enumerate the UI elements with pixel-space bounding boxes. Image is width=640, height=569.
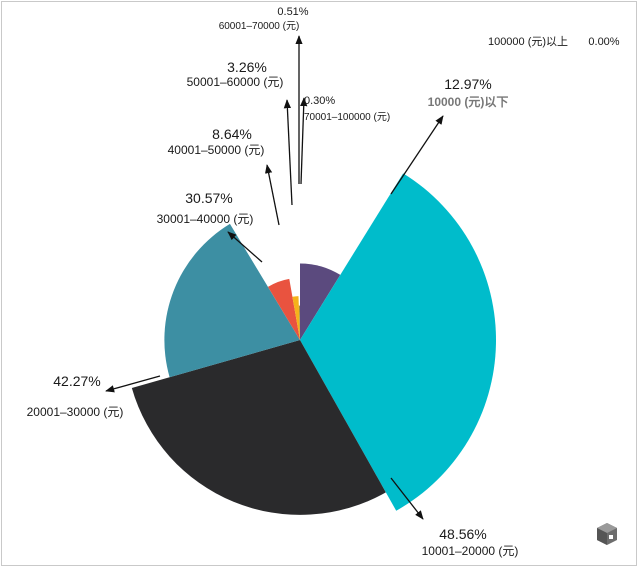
slice-percent-label: 0.51% bbox=[277, 6, 308, 18]
slice-percent-label: 30.57% bbox=[185, 190, 232, 206]
leader-arrow bbox=[390, 477, 424, 520]
leader-arrow bbox=[265, 164, 280, 226]
slice-percent-label: 48.56% bbox=[439, 526, 486, 542]
pie-slice bbox=[298, 305, 300, 340]
leader-arrow bbox=[105, 375, 161, 393]
slice-category-label: 50001–60000 (元) bbox=[187, 75, 284, 89]
slice-percent-label: 12.97% bbox=[444, 76, 491, 92]
slice-category-label: 10001–20000 (元) bbox=[422, 544, 519, 558]
slice-category-label: 20001–30000 (元) bbox=[27, 405, 124, 419]
slice-percent-label: 3.26% bbox=[227, 59, 267, 75]
slice-category-label: 60001–70000 (元) bbox=[219, 21, 300, 32]
slice-category-label: 30001–40000 (元) bbox=[157, 212, 254, 226]
leader-arrow bbox=[300, 97, 308, 185]
pie-slice bbox=[267, 278, 300, 340]
slice-percent-label: 8.64% bbox=[212, 126, 252, 142]
pie-slice bbox=[300, 173, 497, 511]
slice-percent-label: 0.00% bbox=[588, 36, 619, 48]
slice-category-label: 70001–100000 (元) bbox=[304, 112, 390, 123]
slice-category-label: 40001–50000 (元) bbox=[168, 143, 265, 157]
leader-arrow bbox=[390, 115, 444, 195]
leader-arrow bbox=[227, 231, 263, 263]
leader-arrow bbox=[283, 99, 293, 206]
pie-slice bbox=[131, 340, 386, 515]
slice-percent-label: 42.27% bbox=[53, 373, 100, 389]
pie-slice bbox=[300, 263, 341, 340]
watermark-logo-icon bbox=[597, 523, 617, 545]
slice-category-label: 100000 (元)以上 bbox=[488, 35, 568, 48]
pie-slice bbox=[292, 296, 300, 340]
slice-percent-label: 0.30% bbox=[304, 95, 335, 107]
slice-category-label: 10000 (元)以下 bbox=[428, 95, 509, 109]
pie-slice bbox=[164, 223, 300, 378]
